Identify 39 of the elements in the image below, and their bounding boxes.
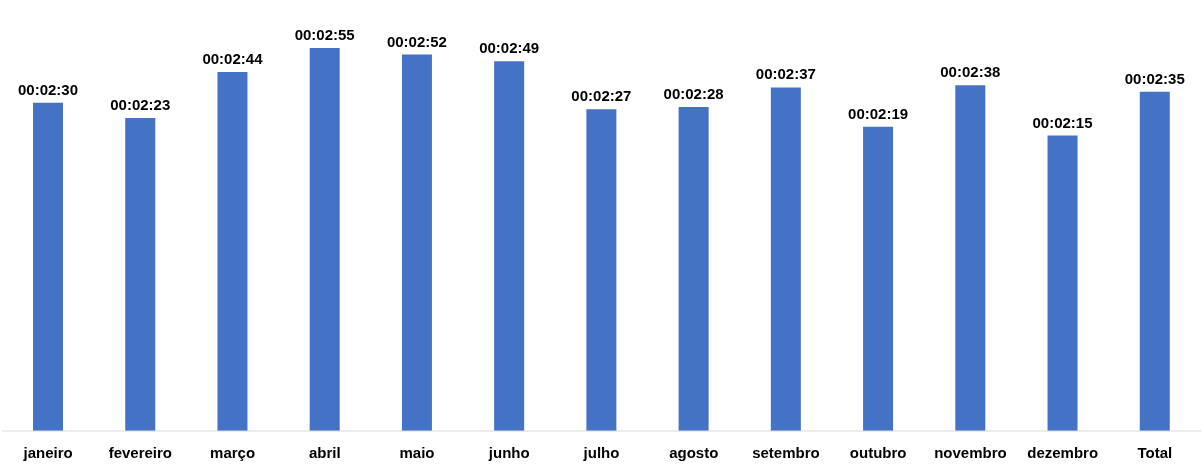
data-label: 00:02:49 (479, 39, 540, 57)
x-tick-label: agosto (669, 443, 719, 461)
x-tick-label: julho (582, 443, 620, 461)
data-label: 00:02:44 (202, 50, 264, 68)
data-label: 00:02:55 (294, 26, 355, 43)
bar (1047, 135, 1078, 431)
data-label: 00:02:30 (17, 80, 79, 98)
data-label: 00:02:52 (386, 32, 447, 50)
data-label: 00:02:19 (848, 104, 909, 122)
x-tick-label: novembro (934, 443, 1007, 461)
x-tick-label: janeiro (22, 443, 73, 461)
data-label: 00:02:23 (110, 96, 171, 114)
x-tick-label: outubro (849, 443, 907, 461)
x-tick-label: maio (399, 443, 435, 461)
bar (1139, 91, 1170, 431)
bar (217, 72, 248, 431)
x-tick-label: fevereiro (108, 443, 173, 461)
bar (955, 85, 986, 431)
data-label: 00:02:15 (1032, 113, 1093, 131)
x-tick-label: março (210, 443, 256, 461)
bar (863, 126, 894, 431)
x-tick-label: Total (1137, 443, 1173, 461)
x-tick-label: abril (308, 443, 341, 461)
data-label: 00:02:28 (663, 85, 724, 103)
bar (401, 54, 432, 431)
bar (770, 87, 801, 431)
data-label: 00:02:37 (755, 65, 816, 83)
data-label: 00:02:38 (940, 63, 1001, 81)
x-tick-label: dezembro (1027, 443, 1099, 461)
bar (309, 48, 340, 431)
x-tick-label: junho (487, 443, 530, 461)
data-label: 00:02:27 (571, 87, 632, 105)
bar (125, 118, 156, 431)
bar (33, 102, 63, 431)
x-tick-label: setembro (752, 443, 820, 461)
data-label: 00:02:35 (1124, 69, 1185, 87)
bar (586, 109, 617, 431)
bar (678, 107, 709, 431)
bar (494, 61, 525, 431)
